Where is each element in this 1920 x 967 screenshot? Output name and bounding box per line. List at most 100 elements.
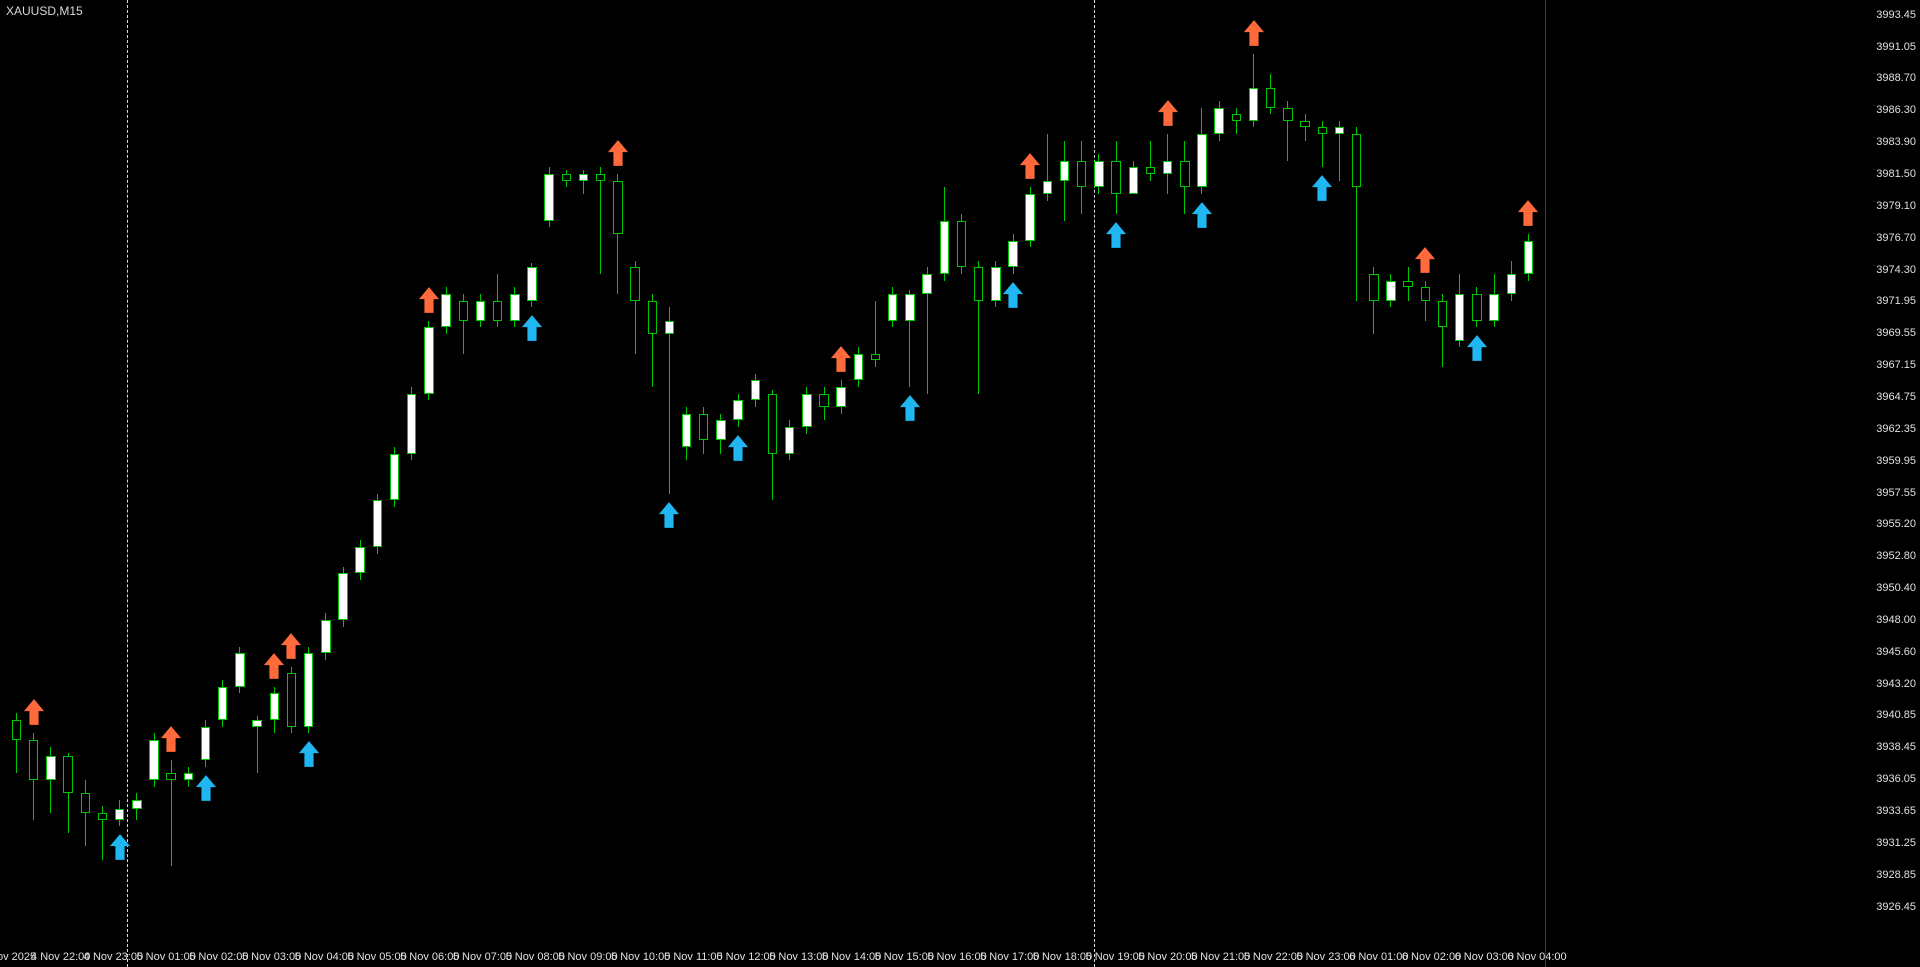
sell-signal-arrow[interactable] [23, 699, 45, 725]
candle-body[interactable] [390, 454, 399, 501]
buy-signal-arrow[interactable] [109, 834, 131, 860]
candle-body[interactable] [648, 301, 657, 334]
candle-body[interactable] [1472, 294, 1481, 321]
candle-body[interactable] [991, 267, 1000, 300]
candle-wick[interactable] [600, 167, 601, 274]
candle-body[interactable] [218, 687, 227, 720]
candle-body[interactable] [888, 294, 897, 321]
buy-signal-arrow[interactable] [1002, 282, 1024, 308]
candle-body[interactable] [699, 414, 708, 441]
candle-body[interactable] [1008, 241, 1017, 268]
candle-body[interactable] [1403, 281, 1412, 288]
candle-body[interactable] [459, 301, 468, 321]
candle-body[interactable] [252, 720, 261, 727]
candle-body[interactable] [441, 294, 450, 327]
candle-body[interactable] [1300, 121, 1309, 128]
candle-body[interactable] [1163, 161, 1172, 174]
sell-signal-arrow[interactable] [1517, 200, 1539, 226]
candle-body[interactable] [802, 394, 811, 427]
candle-body[interactable] [527, 267, 536, 300]
candle-body[interactable] [1507, 274, 1516, 294]
candle-body[interactable] [1386, 281, 1395, 301]
candle-body[interactable] [682, 414, 691, 447]
candle-body[interactable] [1197, 134, 1206, 187]
candle-body[interactable] [338, 573, 347, 620]
candle-body[interactable] [733, 400, 742, 420]
candle-body[interactable] [1335, 127, 1344, 134]
candle-body[interactable] [115, 809, 124, 820]
sell-signal-arrow[interactable] [830, 346, 852, 372]
candle-body[interactable] [579, 174, 588, 181]
candle-body[interactable] [510, 294, 519, 321]
candle-body[interactable] [768, 394, 777, 454]
candle-body[interactable] [1524, 241, 1533, 274]
buy-signal-arrow[interactable] [1311, 175, 1333, 201]
buy-signal-arrow[interactable] [195, 775, 217, 801]
candle-body[interactable] [1077, 161, 1086, 188]
candle-body[interactable] [1043, 181, 1052, 194]
candle-body[interactable] [1146, 167, 1155, 174]
candle-wick[interactable] [1236, 108, 1237, 135]
candle-body[interactable] [1369, 274, 1378, 301]
candle-wick[interactable] [85, 780, 86, 847]
candle-body[interactable] [1438, 301, 1447, 328]
candle-body[interactable] [871, 354, 880, 361]
candle-body[interactable] [287, 673, 296, 726]
candle-body[interactable] [166, 773, 175, 780]
buy-signal-arrow[interactable] [727, 435, 749, 461]
candle-body[interactable] [957, 221, 966, 268]
candle-body[interactable] [355, 547, 364, 574]
buy-signal-arrow[interactable] [1105, 222, 1127, 248]
candle-body[interactable] [304, 653, 313, 726]
buy-signal-arrow[interactable] [658, 502, 680, 528]
candle-body[interactable] [29, 740, 38, 780]
candle-body[interactable] [235, 653, 244, 686]
candle-body[interactable] [321, 620, 330, 653]
candle-body[interactable] [974, 267, 983, 300]
candle-body[interactable] [1283, 108, 1292, 121]
buy-signal-arrow[interactable] [1466, 335, 1488, 361]
candle-body[interactable] [1318, 127, 1327, 134]
candle-body[interactable] [1025, 194, 1034, 241]
candlestick-plot-area[interactable] [0, 0, 1545, 967]
buy-signal-arrow[interactable] [899, 395, 921, 421]
sell-signal-arrow[interactable] [418, 287, 440, 313]
candle-body[interactable] [854, 354, 863, 381]
sell-signal-arrow[interactable] [1157, 100, 1179, 126]
candle-body[interactable] [716, 420, 725, 440]
sell-signal-arrow[interactable] [160, 726, 182, 752]
candle-body[interactable] [1352, 134, 1361, 187]
candle-body[interactable] [819, 394, 828, 407]
candle-body[interactable] [201, 727, 210, 760]
candle-body[interactable] [1060, 161, 1069, 181]
candle-body[interactable] [1266, 88, 1275, 108]
sell-signal-arrow[interactable] [607, 140, 629, 166]
candle-body[interactable] [149, 740, 158, 780]
candle-body[interactable] [476, 301, 485, 321]
candle-body[interactable] [1129, 167, 1138, 194]
candle-body[interactable] [1489, 294, 1498, 321]
candle-body[interactable] [940, 221, 949, 274]
sell-signal-arrow[interactable] [280, 633, 302, 659]
candle-body[interactable] [630, 267, 639, 300]
candle-body[interactable] [98, 813, 107, 820]
candle-body[interactable] [1180, 161, 1189, 188]
candle-body[interactable] [751, 380, 760, 400]
candle-body[interactable] [132, 800, 141, 809]
candle-body[interactable] [1214, 108, 1223, 135]
candle-body[interactable] [373, 500, 382, 547]
candle-body[interactable] [1094, 161, 1103, 188]
candle-body[interactable] [493, 301, 502, 321]
buy-signal-arrow[interactable] [1191, 202, 1213, 228]
candle-body[interactable] [270, 693, 279, 720]
candle-body[interactable] [905, 294, 914, 321]
buy-signal-arrow[interactable] [521, 315, 543, 341]
candle-body[interactable] [1111, 161, 1120, 194]
candle-body[interactable] [46, 756, 55, 780]
candle-body[interactable] [836, 387, 845, 407]
sell-signal-arrow[interactable] [1243, 20, 1265, 46]
candle-body[interactable] [665, 321, 674, 334]
candle-body[interactable] [184, 773, 193, 780]
candle-body[interactable] [407, 394, 416, 454]
candle-body[interactable] [1455, 294, 1464, 341]
